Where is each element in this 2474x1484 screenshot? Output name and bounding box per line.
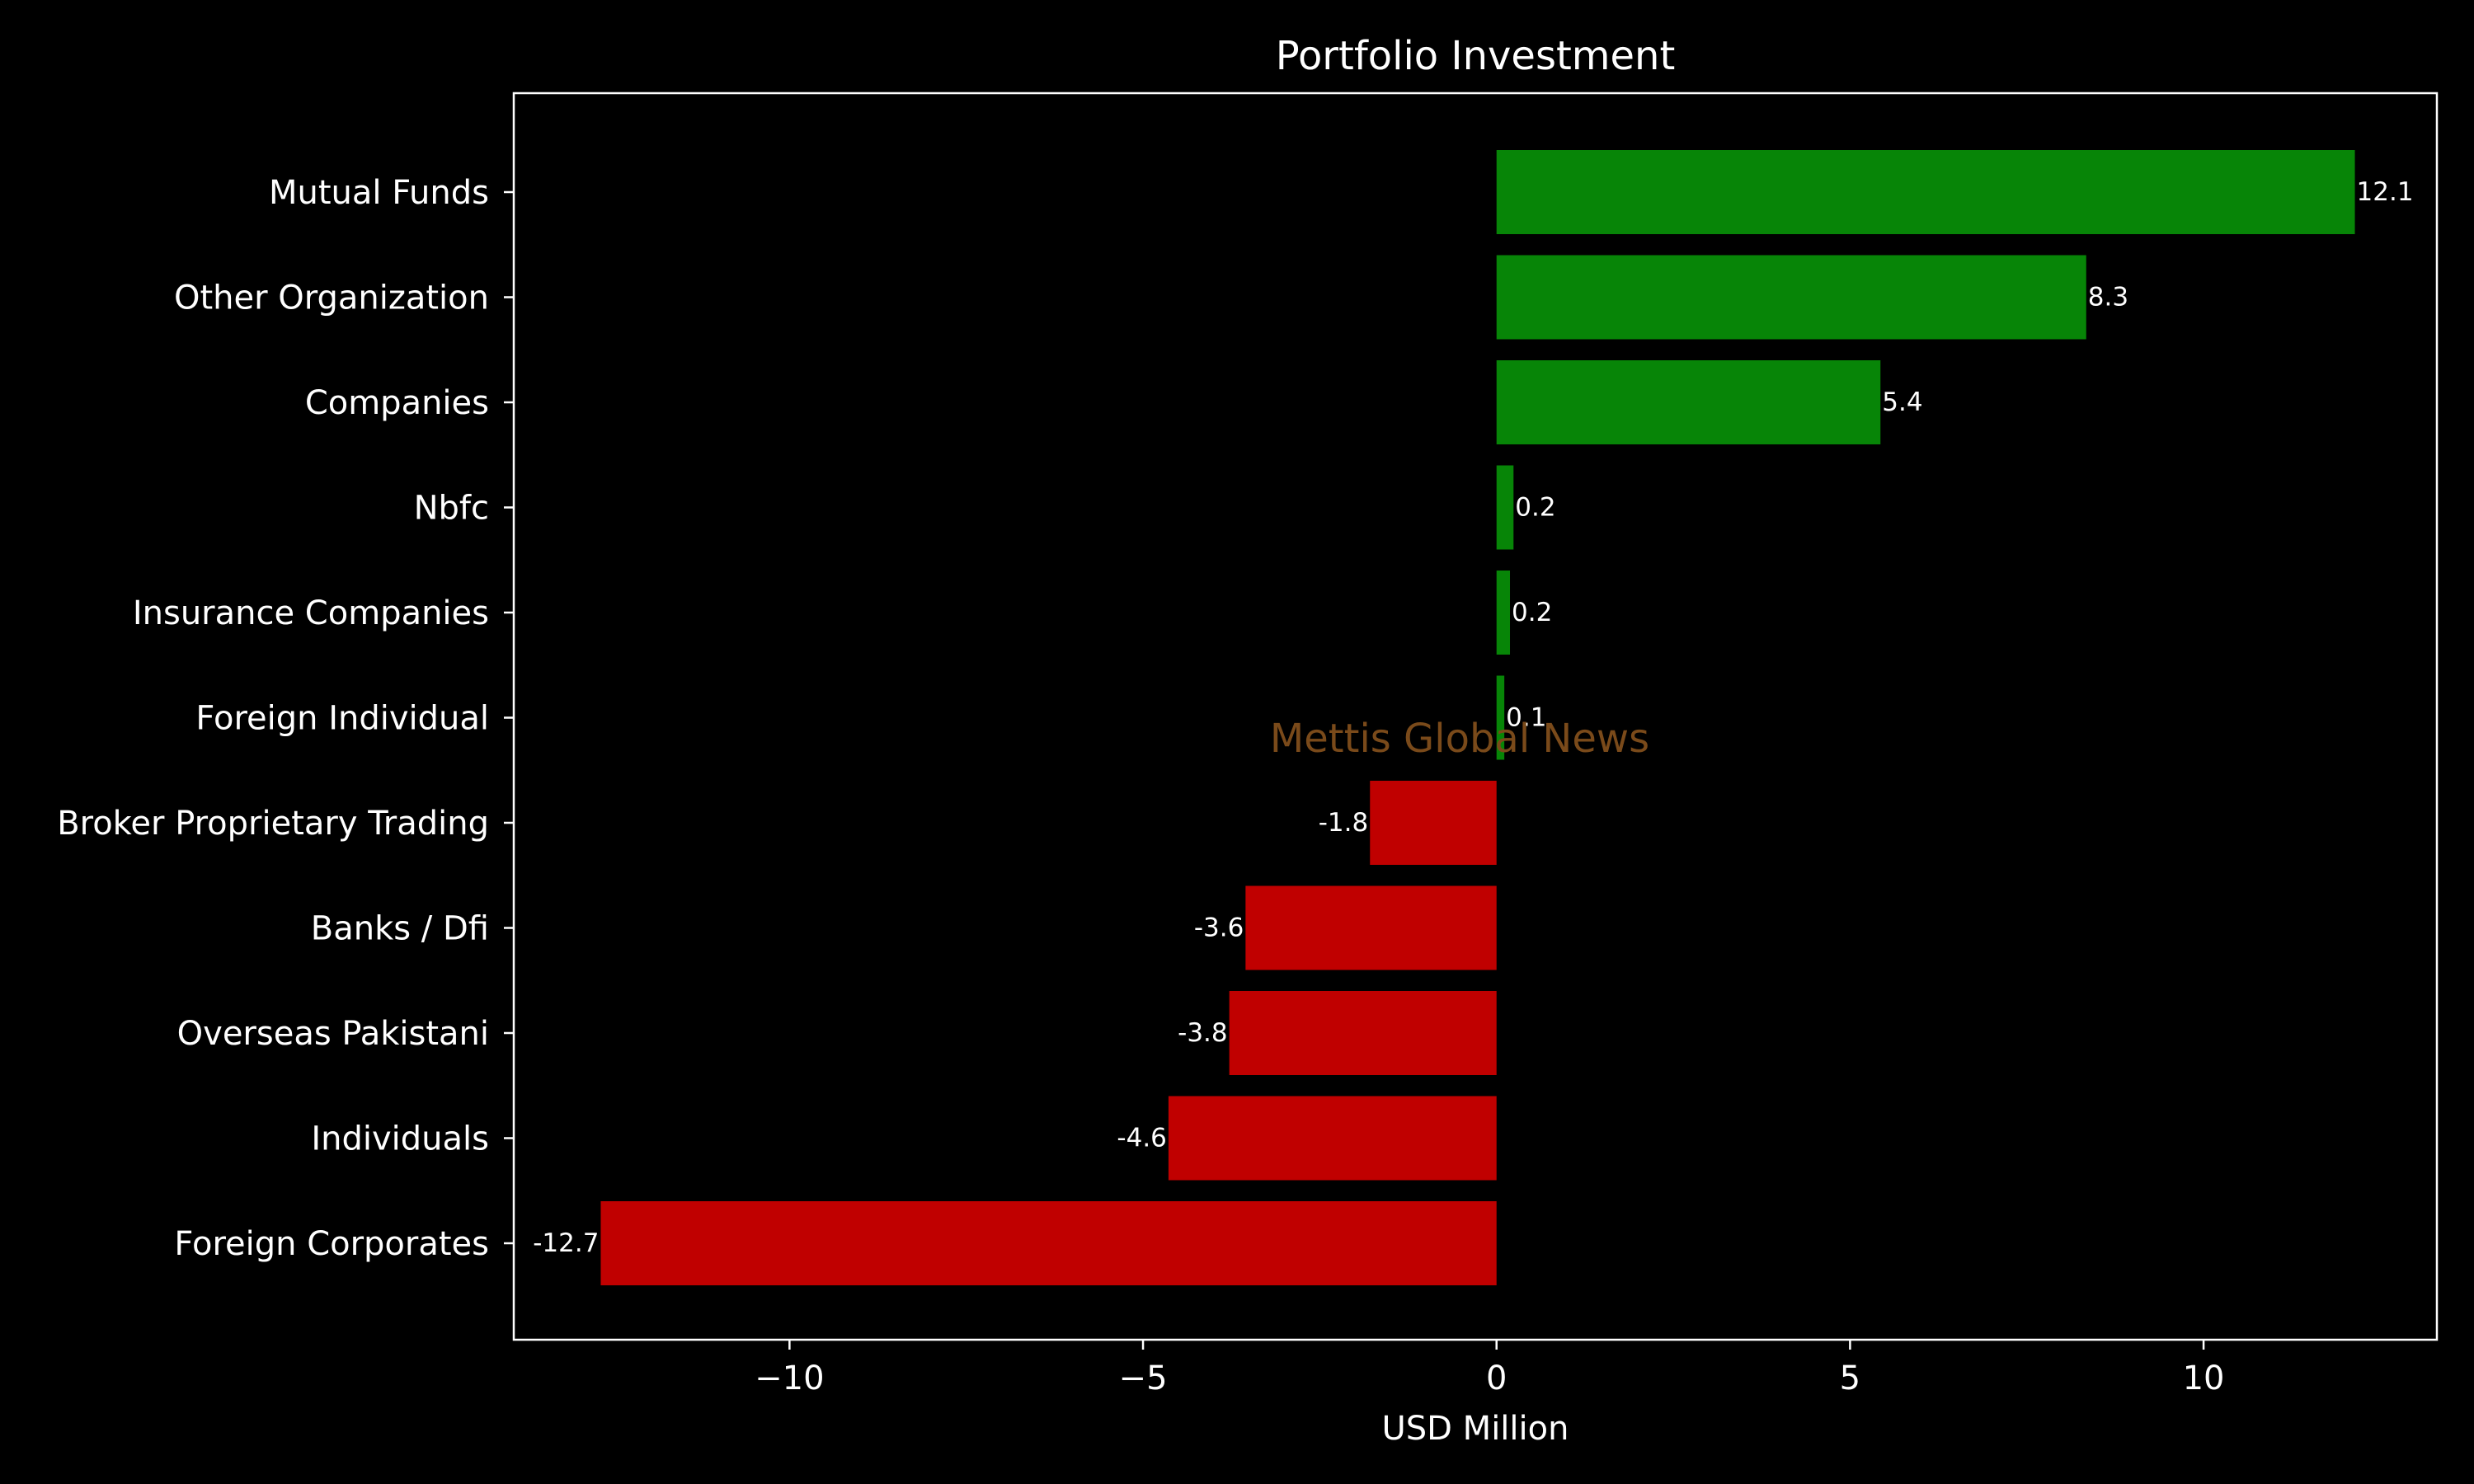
watermark: Mettis Global News: [1270, 716, 1649, 762]
data-label-foreign-individual: 0.1: [1506, 703, 1546, 733]
bar-companies: [1496, 360, 1881, 444]
bar-foreign-individual: [1496, 675, 1505, 760]
y-tick-label-foreign-corporates: Foreign Corporates: [174, 1225, 489, 1263]
data-label-overseas-pakistani: -3.8: [1178, 1018, 1228, 1048]
data-label-banks-dfi: -3.6: [1194, 913, 1244, 943]
data-label-individuals: -4.6: [1117, 1124, 1167, 1153]
y-tick-label-insurance-companies: Insurance Companies: [133, 594, 489, 632]
y-tick-label-nbfc: Nbfc: [414, 490, 489, 528]
bar-overseas-pakistani: [1229, 991, 1497, 1075]
bar-other-organization: [1496, 255, 2086, 340]
data-label-insurance-companies: 0.2: [1512, 598, 1552, 627]
x-ticks-group: −10 −5 0 5 10: [755, 1340, 2225, 1397]
x-axis-label: USD Million: [1382, 1410, 1569, 1448]
bar-banks-dfi: [1245, 885, 1497, 970]
y-tick-label-individuals: Individuals: [311, 1120, 489, 1158]
bar-individuals: [1168, 1096, 1497, 1181]
y-tick-label-overseas-pakistani: Overseas Pakistani: [177, 1015, 489, 1053]
bars-group: 12.1 8.3 5.4 0.2 0.2 0.1 -1.8 -3.6 -3.8 -4.6 -12.7: [533, 150, 2414, 1285]
bar-nbfc: [1496, 465, 1514, 550]
bar-mutual-funds: [1496, 150, 2355, 234]
data-label-broker-proprietary-trading: -1.8: [1319, 808, 1369, 838]
x-tick-label-3: 5: [1840, 1360, 1860, 1397]
y-tick-label-foreign-individual: Foreign Individual: [195, 700, 489, 738]
y-tick-labels-group: Mutual Funds Other Organization Companies N…: [57, 174, 514, 1263]
x-tick-label-4: 10: [2183, 1360, 2225, 1397]
data-label-mutual-funds: 12.1: [2357, 177, 2414, 207]
bar-insurance-companies: [1496, 571, 1511, 655]
y-tick-label-mutual-funds: Mutual Funds: [269, 174, 489, 212]
bar-broker-proprietary-trading: [1370, 781, 1497, 865]
data-label-nbfc: 0.2: [1515, 493, 1555, 523]
x-tick-label-2: 0: [1486, 1360, 1507, 1397]
x-tick-label-1: −5: [1119, 1360, 1168, 1397]
data-label-foreign-corporates: -12.7: [533, 1228, 599, 1258]
y-tick-label-companies: Companies: [305, 384, 489, 422]
chart-title: Portfolio Investment: [1276, 33, 1676, 79]
data-label-companies: 5.4: [1882, 387, 1922, 417]
plot-frame: [512, 92, 2439, 1341]
y-tick-label-banks-dfi: Banks / Dfi: [311, 910, 489, 948]
bar-foreign-corporates: [600, 1201, 1497, 1285]
data-label-other-organization: 8.3: [2088, 283, 2128, 312]
y-tick-label-broker-proprietary-trading: Broker Proprietary Trading: [57, 805, 489, 843]
y-tick-label-other-organization: Other Organization: [174, 279, 489, 317]
x-tick-label-0: −10: [755, 1360, 824, 1397]
